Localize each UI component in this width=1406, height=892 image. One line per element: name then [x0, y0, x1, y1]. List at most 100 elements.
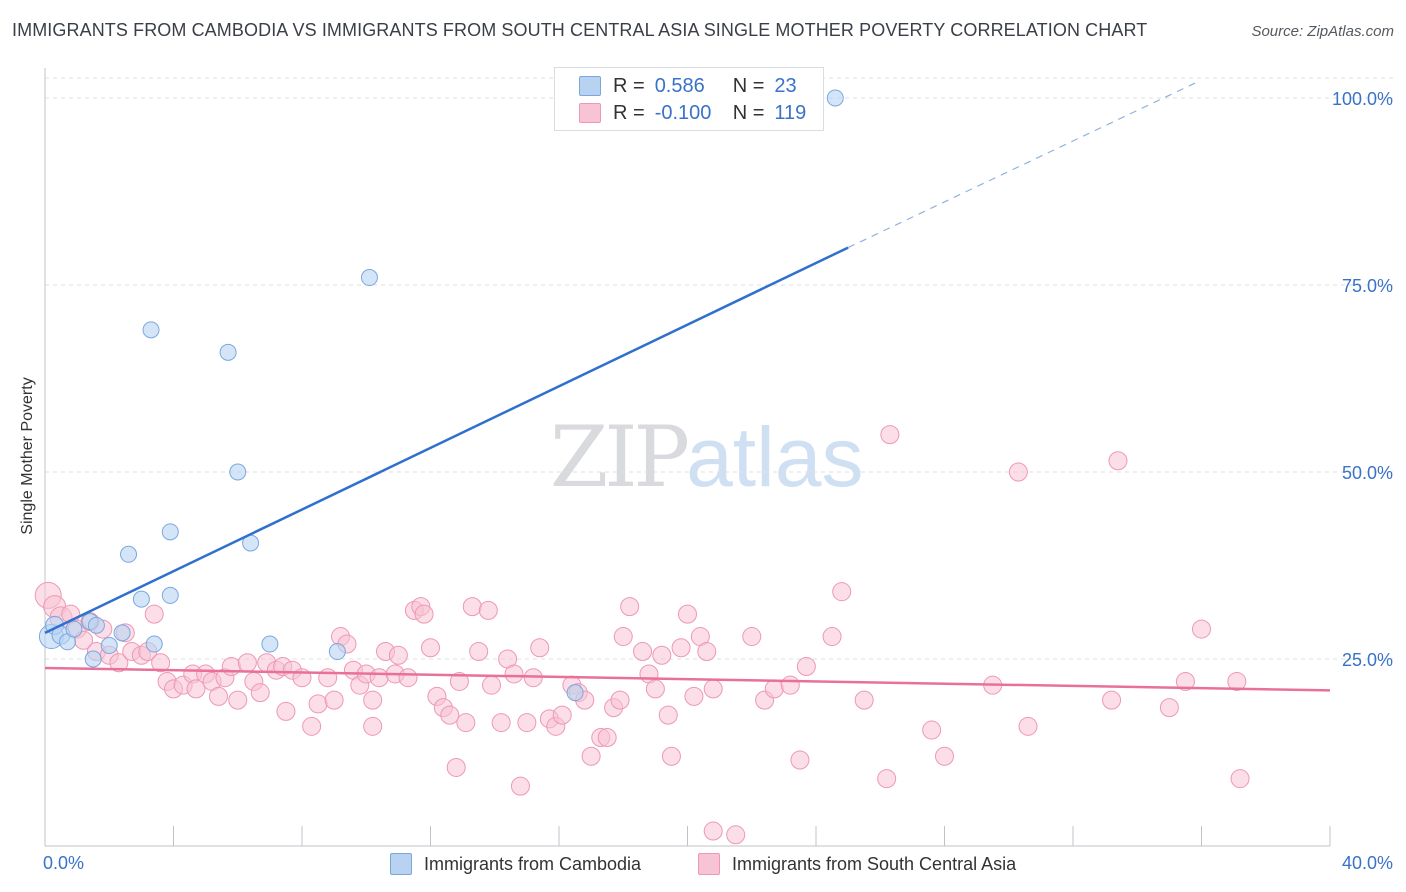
- legend-r-label: R =: [613, 101, 645, 124]
- data-point-south-central-asia: [1102, 690, 1122, 710]
- data-point-south-central-asia: [144, 604, 164, 624]
- data-point-south-central-asia: [613, 627, 633, 647]
- bottom-legend-swatch-cambodia: [390, 853, 412, 875]
- data-point-cambodia: [826, 89, 844, 107]
- data-point-south-central-asia: [661, 746, 681, 766]
- data-point-south-central-asia: [854, 690, 874, 710]
- data-point-south-central-asia: [414, 604, 434, 624]
- data-point-south-central-asia: [369, 668, 389, 688]
- data-point-south-central-asia: [922, 720, 942, 740]
- data-point-south-central-asia: [482, 675, 502, 695]
- data-point-cambodia: [229, 463, 247, 481]
- legend-swatch-cambodia: [579, 76, 601, 96]
- data-point-south-central-asia: [832, 582, 852, 602]
- data-point-south-central-asia: [302, 716, 322, 736]
- source-label: Source: ZipAtlas.com: [1251, 23, 1394, 40]
- data-point-south-central-asia: [517, 713, 537, 733]
- data-point-south-central-asia: [208, 686, 228, 706]
- data-point-cambodia: [328, 643, 346, 661]
- data-point-cambodia: [142, 321, 160, 339]
- legend-n-value: 119: [774, 101, 807, 124]
- data-point-south-central-asia: [697, 642, 717, 662]
- data-point-south-central-asia: [363, 690, 383, 710]
- data-point-south-central-asia: [221, 656, 241, 676]
- data-point-south-central-asia: [703, 679, 723, 699]
- data-point-south-central-asia: [237, 653, 257, 673]
- data-point-south-central-asia: [790, 750, 810, 770]
- data-point-cambodia: [566, 684, 584, 702]
- data-point-south-central-asia: [877, 769, 897, 789]
- watermark-atlas: atlas: [686, 410, 864, 504]
- data-point-south-central-asia: [1008, 462, 1028, 482]
- data-point-south-central-asia: [1227, 671, 1247, 691]
- data-point-south-central-asia: [726, 825, 746, 845]
- data-point-south-central-asia: [780, 675, 800, 695]
- legend-row-south-central-asia: R = -0.100 N = 119: [579, 101, 806, 125]
- y-axis-label: Single Mother Poverty: [19, 377, 36, 535]
- data-point-south-central-asia: [398, 668, 418, 688]
- data-point-south-central-asia: [822, 627, 842, 647]
- data-point-south-central-asia: [151, 653, 171, 673]
- bottom-legend-south-central-asia: Immigrants from South Central Asia: [698, 853, 1016, 875]
- data-point-south-central-asia: [446, 757, 466, 777]
- data-point-cambodia: [360, 269, 378, 287]
- legend-r-label: R =: [613, 74, 645, 97]
- data-point-south-central-asia: [388, 645, 408, 665]
- data-point-cambodia: [100, 637, 118, 655]
- data-point-south-central-asia: [581, 746, 601, 766]
- data-point-south-central-asia: [462, 597, 482, 617]
- data-point-south-central-asia: [363, 716, 383, 736]
- data-point-south-central-asia: [1230, 769, 1250, 789]
- legend-n-label: N =: [732, 101, 765, 124]
- data-point-south-central-asia: [504, 664, 524, 684]
- data-point-south-central-asia: [469, 642, 489, 662]
- y-tick-label: 25.0%: [1342, 650, 1393, 670]
- data-point-south-central-asia: [276, 701, 296, 721]
- data-point-cambodia: [161, 586, 179, 604]
- data-point-south-central-asia: [250, 683, 270, 703]
- data-point-south-central-asia: [440, 705, 460, 725]
- data-point-south-central-asia: [678, 604, 697, 624]
- data-point-south-central-asia: [186, 679, 206, 699]
- data-point-south-central-asia: [421, 638, 440, 658]
- legend-row-cambodia: R = 0.586 N = 23: [579, 74, 797, 98]
- data-point-south-central-asia: [935, 746, 954, 766]
- bottom-legend-label-south-central-asia: Immigrants from South Central Asia: [732, 853, 1017, 874]
- data-point-south-central-asia: [1018, 716, 1038, 736]
- trend-line-south-central-asia: [44, 666, 1331, 692]
- data-point-cambodia: [87, 616, 105, 634]
- data-point-south-central-asia: [620, 597, 640, 617]
- data-point-cambodia: [145, 635, 163, 653]
- data-point-south-central-asia: [742, 627, 762, 647]
- data-point-cambodia: [132, 590, 150, 608]
- data-point-south-central-asia: [658, 705, 678, 725]
- data-point-cambodia: [65, 620, 83, 638]
- bottom-legend-cambodia: Immigrants from Cambodia: [390, 853, 641, 875]
- data-point-south-central-asia: [597, 728, 617, 748]
- data-point-south-central-asia: [633, 642, 653, 662]
- data-point-south-central-asia: [456, 713, 476, 733]
- bottom-legend-label-cambodia: Immigrants from Cambodia: [424, 853, 642, 874]
- data-point-cambodia: [120, 545, 138, 563]
- y-tick-label: 100.0%: [1332, 89, 1393, 109]
- data-point-south-central-asia: [703, 821, 723, 841]
- trend-line-cambodia: [44, 246, 849, 634]
- data-point-south-central-asia: [880, 425, 900, 445]
- legend-n-value: 23: [774, 74, 797, 97]
- data-point-south-central-asia: [318, 668, 338, 688]
- data-point-south-central-asia: [1175, 671, 1195, 691]
- data-point-south-central-asia: [491, 713, 511, 733]
- watermark: ZIPatlas: [550, 408, 864, 506]
- data-point-south-central-asia: [671, 638, 691, 658]
- data-point-south-central-asia: [610, 690, 630, 710]
- data-point-south-central-asia: [1108, 451, 1128, 471]
- trend-line-cambodia-extension: [847, 82, 1196, 249]
- y-tick-label: 50.0%: [1342, 463, 1393, 483]
- data-point-cambodia: [219, 343, 237, 361]
- watermark-zip: ZIP: [550, 408, 690, 506]
- y-tick-label: 75.0%: [1342, 276, 1393, 296]
- data-point-south-central-asia: [449, 671, 469, 691]
- data-point-south-central-asia: [228, 690, 248, 710]
- data-point-cambodia: [161, 523, 179, 541]
